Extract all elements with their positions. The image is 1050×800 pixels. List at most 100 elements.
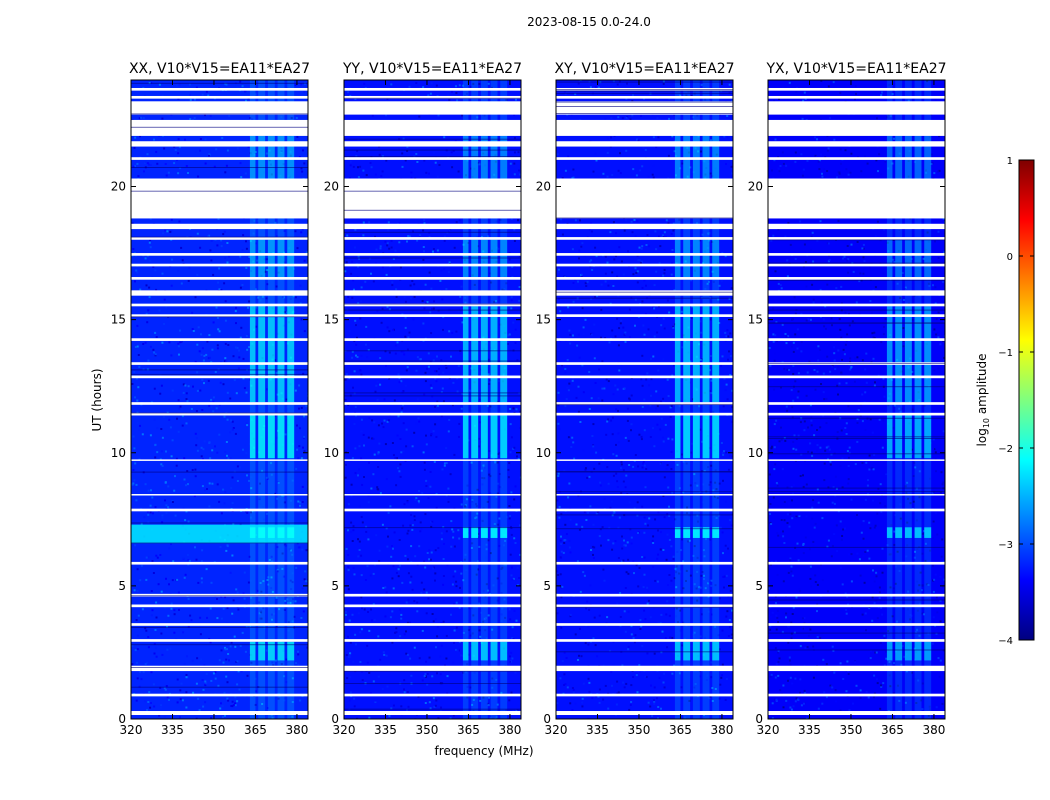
flagged-range: [131, 157, 308, 160]
flagged-range: [344, 157, 521, 160]
flagged-range: [344, 604, 521, 608]
flagged-range: [344, 101, 521, 115]
flagged-range: [131, 639, 308, 642]
flagged-range: [768, 711, 945, 716]
x-tick-label: 320: [757, 723, 780, 737]
flagged-range: [768, 561, 945, 565]
flagged-range: [131, 263, 308, 267]
y-tick-label: 5: [543, 579, 551, 593]
colorbar-tick-label: −1: [998, 348, 1013, 359]
flagged-range: [768, 263, 945, 267]
y-tick-label: 0: [755, 712, 763, 726]
colorbar-tick-label: 0: [1007, 252, 1013, 263]
x-axis-label: frequency (MHz): [434, 744, 533, 758]
flagged-range: [344, 459, 521, 461]
x-tick-label: 335: [798, 723, 821, 737]
flagged-range: [131, 623, 308, 626]
colorbar-label: log10 amplitude: [975, 354, 991, 447]
x-tick-label: 350: [628, 723, 651, 737]
y-tick-label: 5: [331, 579, 339, 593]
flagged-range: [131, 362, 308, 365]
x-tick-label: 320: [333, 723, 356, 737]
flagged-range: [556, 593, 733, 597]
flagged-range: [344, 711, 521, 716]
flagged-range: [768, 338, 945, 341]
flagged-range: [131, 290, 308, 296]
y-tick-label: 0: [331, 712, 339, 726]
flagged-range: [768, 494, 945, 496]
flagged-range: [556, 277, 733, 280]
y-tick-label: 15: [536, 313, 551, 327]
flagged-range: [344, 223, 521, 230]
flagged-range: [131, 277, 308, 280]
axes-frame: [343, 79, 522, 720]
y-tick-label: 15: [748, 313, 763, 327]
flagged-range: [556, 178, 733, 219]
flagged-range: [344, 593, 521, 597]
flagged-range: [344, 665, 521, 672]
heatmap-image: [344, 80, 521, 719]
heatmap-image: [768, 80, 945, 719]
flagged-range: [556, 639, 733, 642]
axes-frame: [130, 79, 309, 720]
flagged-range: [556, 290, 733, 296]
y-tick-label: 10: [748, 446, 763, 460]
panel-3: YX, V10*V15=EA11*EA27 320 335 350 365 380 0 5 10…: [748, 61, 947, 737]
flagged-range: [768, 314, 945, 317]
flagged-range: [768, 665, 945, 672]
flagged-range: [556, 665, 733, 672]
flagged-range: [768, 157, 945, 160]
flagged-range: [131, 87, 308, 91]
flagged-range: [556, 508, 733, 512]
flagged-range: [556, 459, 733, 461]
flagged-range: [131, 375, 308, 379]
flagged-range: [131, 119, 308, 136]
flagged-range: [768, 623, 945, 626]
figure-suptitle: 2023-08-15 0.0-24.0: [527, 15, 651, 29]
flagged-range: [344, 314, 521, 317]
x-tick-label: 380: [922, 723, 945, 737]
flagged-range: [556, 711, 733, 716]
heatmap-image: [131, 80, 308, 719]
flagged-range: [556, 338, 733, 341]
flagged-range: [344, 494, 521, 496]
flagged-range: [344, 277, 521, 280]
flagged-range: [556, 253, 733, 256]
flagged-range: [768, 303, 945, 307]
flagged-range: [344, 623, 521, 626]
flagged-range: [344, 508, 521, 512]
flagged-range: [131, 402, 308, 405]
colorbar-tick-label: −3: [998, 540, 1013, 551]
flagged-range: [556, 263, 733, 267]
flagged-range: [556, 157, 733, 160]
flagged-range: [556, 412, 733, 416]
y-tick-label: 20: [111, 180, 126, 194]
flagged-range: [344, 178, 521, 219]
x-tick-label: 380: [285, 723, 308, 737]
x-tick-label: 335: [586, 723, 609, 737]
flagged-range: [131, 338, 308, 341]
flagged-range: [131, 508, 308, 512]
flagged-range: [768, 223, 945, 230]
heatmap-image: [556, 80, 733, 719]
flagged-range: [556, 375, 733, 379]
panel-title: YY, V10*V15=EA11*EA27: [342, 61, 522, 77]
colorbar-tick-label: 1: [1007, 156, 1013, 167]
y-tick-label: 15: [111, 313, 126, 327]
flagged-range: [344, 263, 521, 267]
x-tick-label: 320: [120, 723, 143, 737]
flagged-range: [131, 178, 308, 219]
colorbar-tick-label: −2: [998, 444, 1013, 455]
panel-0: XX, V10*V15=EA11*EA27 320 335 350 365 380 0 5 10…: [111, 61, 310, 737]
panel-title: XY, V10*V15=EA11*EA27: [554, 61, 734, 77]
flagged-range: [344, 639, 521, 642]
y-tick-label: 5: [755, 579, 763, 593]
flagged-range: [556, 303, 733, 307]
flagged-range: [344, 119, 521, 136]
flagged-range: [556, 101, 733, 115]
flagged-range: [131, 237, 308, 240]
flagged-range: [131, 593, 308, 597]
flagged-range: [344, 362, 521, 365]
flagged-range: [131, 604, 308, 608]
